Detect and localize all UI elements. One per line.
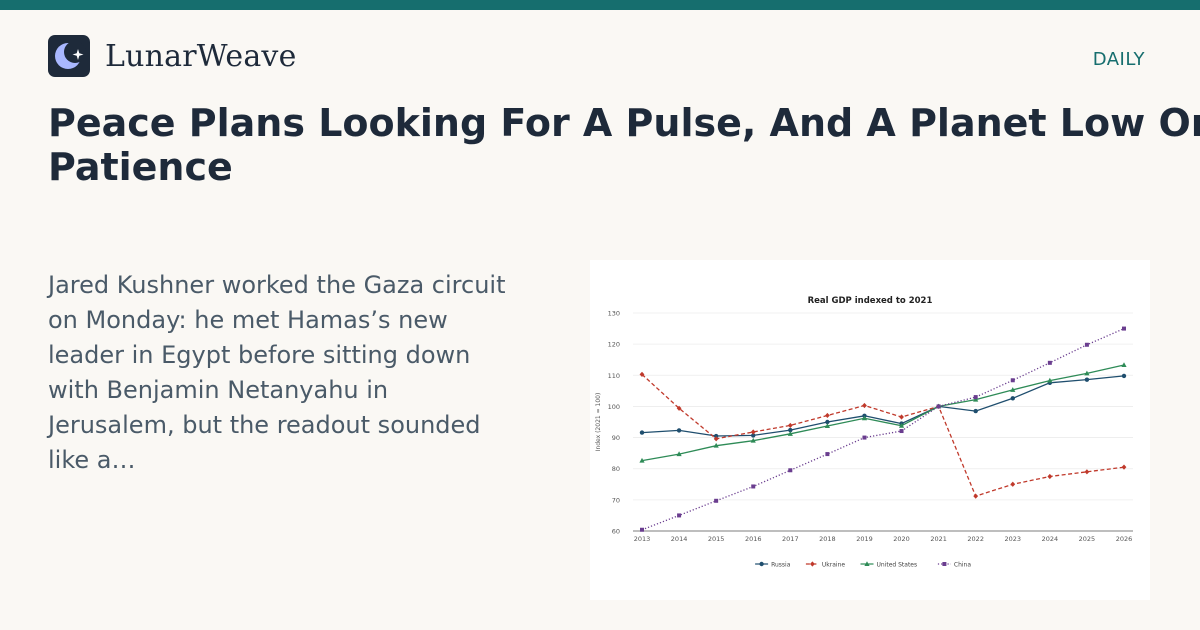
data-point [825,452,830,457]
legend-label: Ukraine [822,561,845,568]
data-point [1084,377,1090,382]
data-point [713,433,719,439]
x-tick-label: 2025 [1079,535,1096,543]
y-tick-label: 100 [608,403,620,411]
data-point [1121,373,1127,379]
data-point [713,436,719,442]
data-point [1121,464,1127,470]
data-point [1010,378,1015,383]
data-point [1010,396,1015,401]
data-point [1010,387,1016,392]
x-tick-label: 2026 [1116,535,1133,543]
data-point [787,422,793,429]
y-axis-label: Index (2021 = 100) [595,393,602,452]
legend-label: Russia [771,561,791,568]
series-line [641,328,1125,531]
data-point [639,430,645,435]
top-accent-bar [0,0,1200,10]
x-tick-label: 2019 [856,535,873,543]
y-tick-label: 70 [612,496,620,504]
data-point [898,422,905,428]
data-point [713,442,719,448]
data-point [676,428,682,433]
legend-marker [864,561,870,566]
chart-card: Real GDP indexed to 2021 60 70 80 90 100 110 12… [590,260,1150,600]
legend-label: United States [877,561,918,568]
data-point [677,513,682,518]
data-point [1084,342,1089,347]
y-tick-label: 130 [608,310,620,318]
data-point [824,423,830,429]
moon-star-icon [48,35,90,77]
x-tick-label: 2020 [893,535,910,543]
data-point [788,427,793,433]
y-tick-label: 120 [608,341,620,349]
data-point [1047,360,1052,365]
data-point [639,371,645,377]
legend-marker [759,561,764,567]
data-point [1122,326,1126,331]
x-tick-label: 2024 [1042,535,1059,543]
data-point [936,404,941,409]
x-tick-label: 2014 [671,535,688,543]
legend-marker [810,561,815,567]
y-tick-label: 90 [612,434,620,442]
data-point [973,395,978,400]
brand-name: LunarWeave [105,38,297,74]
data-point [787,431,793,436]
x-tick-label: 2021 [930,535,947,543]
section-label[interactable]: DAILY [1092,49,1145,70]
legend-marker [942,562,947,566]
data-point [1084,469,1090,475]
y-tick-label: 80 [612,465,620,473]
brand[interactable]: LunarWeave [48,35,297,77]
data-point [899,414,904,420]
data-point [973,396,979,402]
data-point [1084,370,1090,376]
data-point [750,429,756,435]
data-point [825,419,830,425]
x-tick-label: 2022 [967,535,984,543]
series-line [641,373,1125,497]
data-point [640,527,644,532]
data-point [824,412,830,419]
y-tick-label: 110 [608,372,620,380]
data-point [862,402,867,409]
x-tick-label: 2015 [708,535,725,543]
data-point [788,468,793,473]
data-point [1121,362,1127,368]
x-tick-label: 2013 [634,535,651,543]
headline[interactable]: Peace Plans Looking For A Pulse, And A P… [48,101,1200,189]
chart-title: Real GDP indexed to 2021 [808,296,933,306]
data-point [714,498,719,503]
series-line [641,375,1125,437]
gdp-line-chart: Real GDP indexed to 2021 60 70 80 90 100 110 12… [595,296,1133,568]
series-line [641,364,1125,462]
x-tick-label: 2023 [1004,535,1021,543]
data-point [751,433,756,438]
data-point [751,484,756,489]
data-point [899,429,904,434]
data-point [861,415,868,421]
data-point [676,451,682,457]
data-point [1047,473,1053,480]
data-point [676,405,682,411]
data-point [750,437,756,443]
data-point [639,457,645,463]
x-tick-label: 2016 [745,535,762,543]
data-point [1047,377,1053,383]
data-point [862,435,867,440]
y-tick-label: 60 [612,528,620,536]
data-point [1010,481,1016,487]
x-tick-label: 2017 [782,535,799,543]
legend-label: China [954,561,971,568]
article-excerpt: Jared Kushner worked the Gaza circuit on… [48,271,506,474]
x-tick-label: 2018 [819,535,836,543]
data-point [973,493,979,499]
data-point [973,408,978,414]
